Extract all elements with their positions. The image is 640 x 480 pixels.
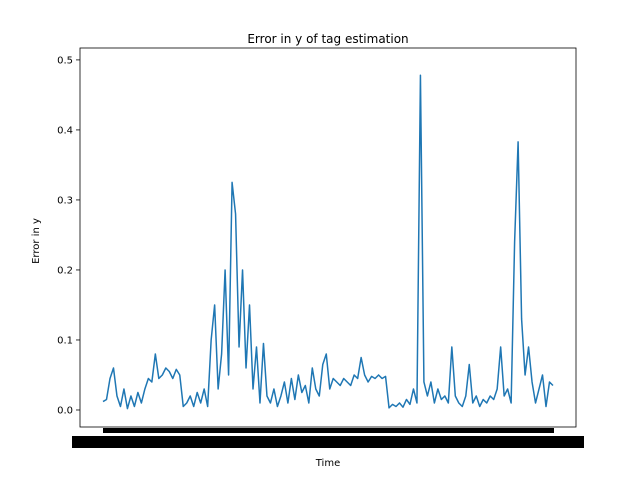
y-axis-label: Error in y xyxy=(31,218,42,264)
x-axis-label: Time xyxy=(315,458,340,469)
chart-title: Error in y of tag estimation xyxy=(247,32,408,46)
y-tick-label: 0.1 xyxy=(57,335,73,346)
y-tick-label: 0.2 xyxy=(57,265,73,276)
plot-frame xyxy=(79,47,577,428)
x-tick-labels-overlap xyxy=(72,436,584,448)
y-tick-label: 0.0 xyxy=(57,405,73,416)
y-tick-label: 0.4 xyxy=(57,125,73,136)
y-tick-label: 0.5 xyxy=(57,55,73,66)
data-line xyxy=(102,74,554,410)
x-tick-marks xyxy=(103,428,554,433)
y-tick-label: 0.3 xyxy=(57,195,73,206)
